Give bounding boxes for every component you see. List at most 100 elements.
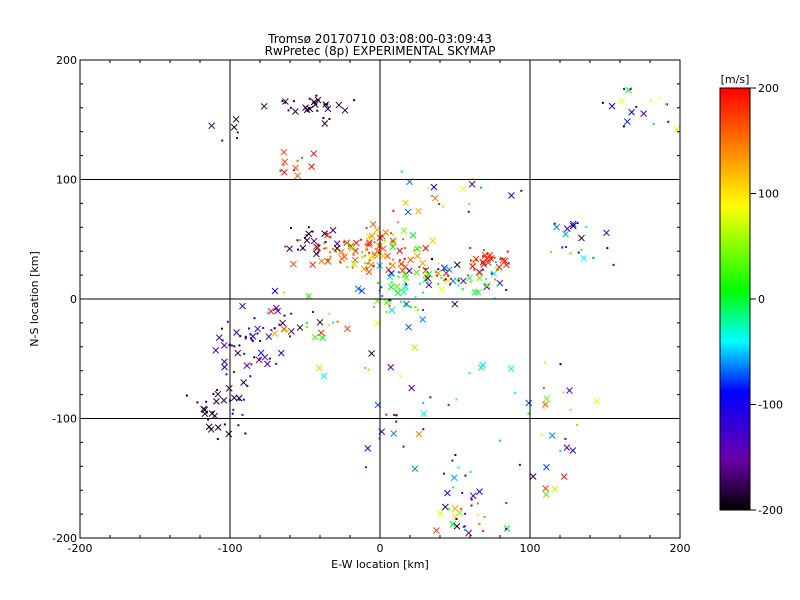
data-point-cross	[310, 237, 318, 245]
data-point-cross	[303, 237, 311, 244]
data-point-dot	[305, 322, 308, 325]
data-point-cross	[221, 358, 228, 366]
data-point-cross	[239, 302, 246, 310]
data-point-dot	[399, 259, 402, 262]
cross-stroke	[419, 259, 427, 267]
cross-stroke	[388, 306, 396, 314]
data-point-dot	[430, 276, 433, 279]
data-point-dot	[553, 222, 556, 225]
data-point-dot	[612, 263, 615, 266]
data-point-cross	[243, 362, 251, 369]
data-point-dot	[282, 164, 285, 167]
data-point-cross	[225, 430, 233, 438]
data-point-dot	[235, 137, 238, 140]
cross-stroke	[475, 268, 483, 276]
cross-stroke	[323, 231, 331, 239]
data-point-cross	[483, 255, 491, 263]
cross-stroke	[344, 325, 351, 333]
cross-stroke	[403, 300, 410, 308]
cross-stroke	[320, 372, 328, 380]
cross-stroke	[208, 122, 216, 130]
cross-stroke	[400, 227, 408, 235]
cross-stroke	[272, 304, 280, 312]
data-point-dot	[442, 279, 445, 282]
cross-stroke	[290, 260, 297, 268]
cross-stroke	[274, 307, 282, 315]
data-point-cross	[220, 342, 228, 349]
data-point-dot	[373, 237, 376, 240]
cross-stroke	[484, 259, 492, 267]
data-point-cross	[348, 245, 356, 252]
data-point-dot	[404, 283, 407, 286]
data-point-dot	[468, 372, 471, 375]
data-point-dot	[244, 335, 247, 338]
colorbar-tick-label: 0	[758, 293, 765, 306]
cross-stroke	[623, 118, 631, 126]
data-point-dot	[569, 252, 572, 255]
data-point-dot	[436, 274, 439, 277]
data-point-cross	[563, 225, 571, 232]
data-point-cross	[343, 239, 351, 247]
data-point-cross	[352, 247, 359, 255]
data-point-dot	[325, 247, 328, 250]
data-point-cross	[474, 288, 482, 296]
data-point-cross	[279, 319, 287, 327]
data-point-dot	[385, 310, 388, 313]
data-point-dot	[629, 88, 632, 91]
cross-stroke	[350, 260, 358, 268]
cross-stroke	[386, 273, 394, 281]
data-point-cross	[479, 258, 487, 266]
cross-stroke	[213, 398, 220, 405]
cross-stroke	[279, 319, 287, 327]
cross-stroke	[389, 237, 397, 245]
data-point-dot	[378, 437, 381, 440]
cross-stroke	[543, 463, 550, 471]
data-point-dot	[505, 289, 508, 292]
data-point-cross	[451, 505, 459, 512]
cross-stroke	[466, 274, 473, 282]
cross-stroke	[453, 522, 461, 530]
cross-stroke	[286, 245, 293, 253]
cross-stroke	[402, 263, 409, 270]
cross-stroke	[351, 256, 359, 264]
data-point-dot	[225, 373, 228, 376]
cross-stroke	[267, 308, 275, 315]
data-point-cross	[400, 288, 408, 296]
cross-stroke	[578, 234, 585, 242]
data-points	[185, 86, 681, 537]
cross-stroke	[608, 102, 616, 110]
data-point-cross	[387, 283, 395, 291]
cross-stroke	[419, 316, 427, 323]
cross-stroke	[265, 333, 273, 340]
cross-stroke	[360, 265, 368, 273]
data-point-dot	[505, 528, 508, 531]
chart-subtitle: RwPretec (8p) EXPERIMENTAL SKYMAP	[264, 44, 496, 58]
cross-stroke	[380, 252, 387, 260]
cross-stroke	[311, 333, 319, 341]
cross-stroke	[483, 255, 491, 263]
data-point-dot	[424, 268, 427, 271]
data-point-cross	[365, 233, 373, 240]
data-point-cross	[415, 207, 422, 215]
data-point-dot	[494, 261, 497, 264]
cross-stroke	[321, 230, 328, 238]
data-point-cross	[543, 463, 550, 471]
data-point-dot	[251, 339, 254, 342]
data-point-dot	[233, 371, 236, 374]
cross-stroke	[408, 384, 416, 392]
data-point-dot	[463, 525, 466, 528]
cross-stroke	[352, 239, 360, 247]
cross-stroke	[566, 387, 573, 394]
data-point-cross	[449, 277, 457, 285]
data-point-cross	[215, 334, 223, 341]
data-point-cross	[220, 396, 228, 404]
data-point-dot	[413, 249, 416, 252]
data-point-dot	[490, 256, 493, 259]
data-point-cross	[411, 344, 418, 351]
colorbar-label: [m/s]	[721, 73, 750, 86]
cross-stroke	[430, 183, 438, 191]
cross-stroke	[281, 168, 288, 176]
cross-stroke	[365, 233, 373, 240]
data-point-dot	[399, 375, 402, 378]
cross-stroke	[308, 163, 315, 170]
